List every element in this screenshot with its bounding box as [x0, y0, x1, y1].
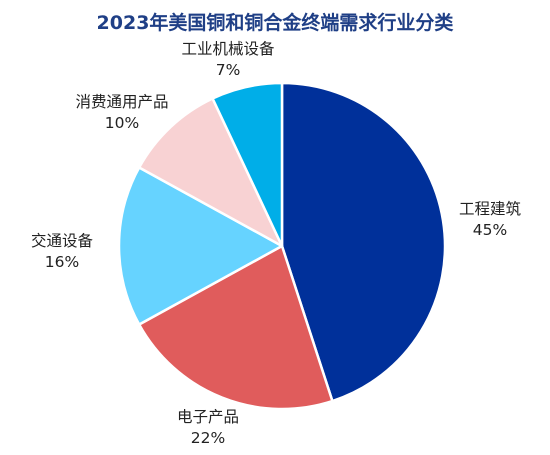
- slice-label-construction: 工程建筑: [459, 200, 522, 218]
- pie-slice-transport: [117, 166, 284, 326]
- pie-slice-machinery: [211, 81, 284, 248]
- slice-value-consumer: 10%: [105, 114, 139, 132]
- chart-title: 2023年美国铜和铜合金终端需求行业分类: [96, 12, 454, 34]
- slice-label-transport: 交通设备: [31, 232, 94, 250]
- slice-label-machinery: 工业机械设备: [181, 40, 275, 58]
- pie-slice-electronics: [137, 244, 334, 411]
- slice-value-construction: 45%: [473, 221, 507, 239]
- slice-label-electronics: 电子产品: [177, 408, 239, 426]
- pie-slice-consumer: [137, 97, 284, 248]
- pie-slice-construction: [280, 81, 447, 403]
- slice-label-consumer: 消费通用产品: [75, 93, 168, 111]
- slice-value-electronics: 22%: [191, 429, 225, 447]
- slice-value-machinery: 7%: [216, 61, 241, 79]
- slice-value-transport: 16%: [45, 253, 79, 271]
